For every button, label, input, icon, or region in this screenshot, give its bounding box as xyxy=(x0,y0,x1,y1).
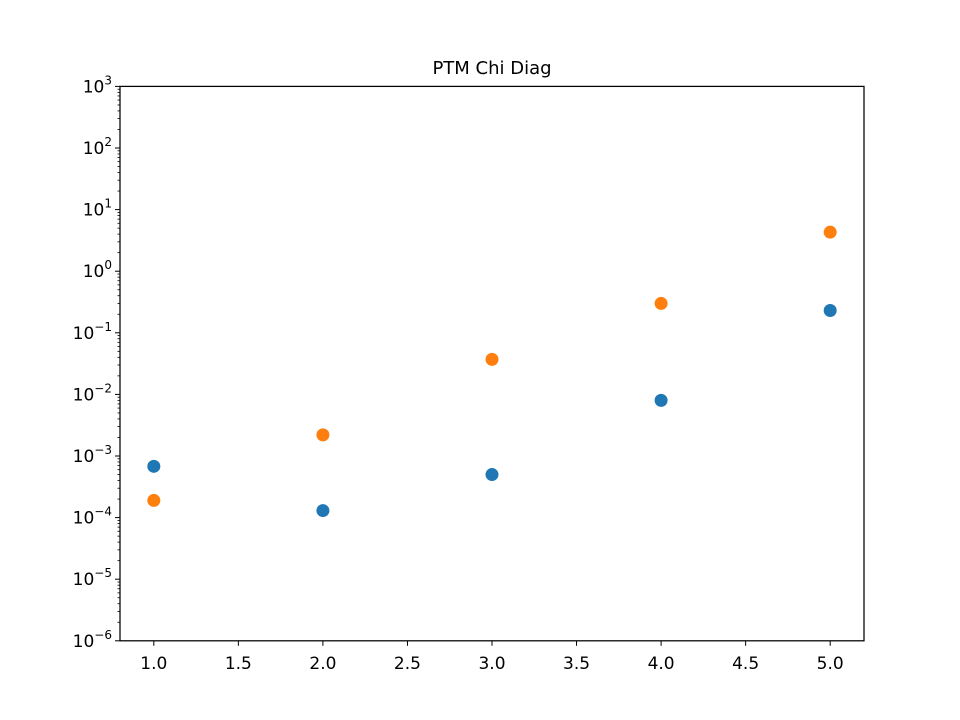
y-tick-label: 103 xyxy=(83,73,112,97)
y-tick-label: 10−6 xyxy=(73,628,112,652)
y-tick-label: 10−3 xyxy=(73,443,112,467)
y-tick-label: 10−5 xyxy=(73,566,112,590)
x-tick-label: 1.5 xyxy=(225,654,252,674)
series-2-point xyxy=(654,296,668,310)
series-1-point xyxy=(485,468,499,482)
x-tick-label: 5.0 xyxy=(817,654,844,674)
x-tick-label: 2.0 xyxy=(309,654,336,674)
series-2-point xyxy=(823,225,837,239)
x-tick-label: 2.5 xyxy=(394,654,421,674)
series-1-point xyxy=(316,504,330,518)
y-tick-label: 102 xyxy=(83,135,112,159)
y-axis: 10−6 10−5 10−4 10−3 10−2 10−1 100 101 102 103 xyxy=(73,73,120,652)
y-tick-label: 100 xyxy=(83,258,112,282)
x-axis: 1.0 1.5 2.0 2.5 3.0 3.5 4.0 4.5 5.0 xyxy=(140,640,844,674)
data-points xyxy=(147,225,837,518)
y-tick-label: 10−1 xyxy=(73,320,112,344)
plot-frame xyxy=(119,85,865,642)
chart-title: PTM Chi Diag xyxy=(432,58,551,79)
series-1-point xyxy=(823,304,837,318)
y-tick-label: 10−2 xyxy=(73,381,112,405)
y-tick-label: 10−4 xyxy=(73,505,112,529)
y-tick-label: 101 xyxy=(83,197,112,221)
series-2-point xyxy=(485,352,499,366)
series-1-point xyxy=(654,393,668,407)
series-2-point xyxy=(316,428,330,442)
x-tick-label: 4.0 xyxy=(648,654,675,674)
x-tick-label: 3.0 xyxy=(478,654,505,674)
series-1-point xyxy=(147,459,161,473)
series-2-point xyxy=(147,493,161,507)
x-tick-label: 3.5 xyxy=(563,654,590,674)
x-tick-label: 4.5 xyxy=(732,654,759,674)
x-tick-label: 1.0 xyxy=(140,654,167,674)
